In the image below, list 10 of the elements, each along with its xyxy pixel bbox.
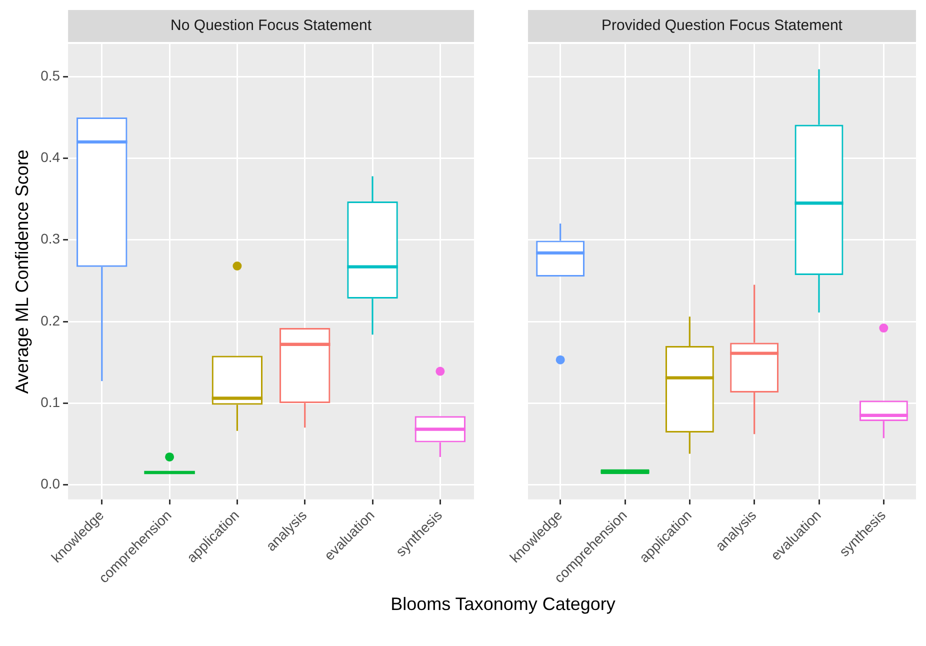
y-tick-label: 0.0	[40, 476, 60, 492]
y-axis-title: Average ML Confidence Score	[12, 150, 32, 394]
y-tick-label: 0.1	[40, 394, 60, 410]
y-tick-label: 0.3	[40, 230, 60, 247]
y-tick-label: 0.2	[40, 312, 60, 328]
chart-title: Provided Question Focus Statement	[602, 17, 844, 34]
y-tick-label: 0.5	[40, 68, 60, 84]
y-tick-label: 0.4	[40, 149, 60, 166]
x-axis-title: Blooms Taxonomy Category	[390, 594, 616, 615]
chart-title: No Question Focus Statement	[170, 17, 372, 34]
